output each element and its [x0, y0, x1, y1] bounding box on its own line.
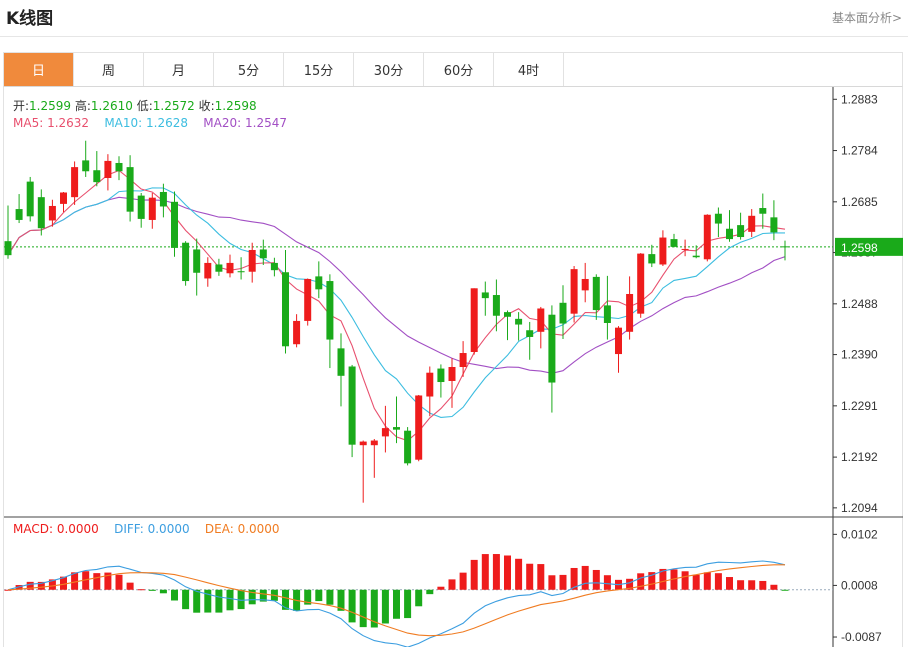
ohlc-readout: 开:1.2599 高:1.2610 低:1.2572 收:1.2598	[13, 97, 257, 114]
high-label: 高:	[74, 99, 91, 113]
chart-frame	[3, 87, 903, 647]
dea-label: DEA:	[204, 522, 238, 536]
tab-6[interactable]: 60分	[424, 53, 494, 86]
tab-3[interactable]: 5分	[214, 53, 284, 86]
macd-label: MACD:	[13, 522, 57, 536]
ma5-value: 1.2632	[47, 116, 90, 130]
period-tabs: 日周月 5分 15分 30分 60分 4时	[3, 52, 903, 87]
tab-5[interactable]: 30分	[354, 53, 424, 86]
close-label: 收:	[198, 99, 215, 113]
macd-value: 0.0000	[56, 522, 99, 536]
tab-0[interactable]: 日	[4, 53, 74, 86]
ma20-value: 1.2547	[245, 116, 287, 130]
ma10-label: MA10:	[104, 116, 147, 130]
tab-7[interactable]: 4时	[494, 53, 564, 86]
dea-value: 0.0000	[237, 522, 280, 536]
diff-label: DIFF:	[114, 522, 148, 536]
ma-readout: MA5: 1.2632 MA10: 1.2628 MA20: 1.2547	[13, 116, 287, 130]
tab-4[interactable]: 15分	[284, 53, 354, 86]
tab-2[interactable]: 月	[144, 53, 214, 86]
open-label: 开:	[13, 99, 30, 113]
ma10-value: 1.2628	[146, 116, 189, 130]
diff-value: 0.0000	[147, 522, 190, 536]
ma20-label: MA20:	[203, 116, 245, 130]
fundamental-analysis-link[interactable]: 基本面分析>	[831, 11, 902, 25]
close-value: 1.2598	[214, 99, 257, 113]
high-value: 1.2610	[90, 99, 133, 113]
macd-readout: MACD: 0.0000 DIFF: 0.0000 DEA: 0.0000	[13, 522, 280, 536]
header-divider	[0, 36, 908, 37]
tab-1[interactable]: 周	[74, 53, 144, 86]
low-label: 低:	[136, 99, 153, 113]
page-title: K线图	[6, 9, 54, 29]
low-value: 1.2572	[152, 99, 195, 113]
open-value: 1.2599	[29, 99, 72, 113]
ma5-label: MA5:	[13, 116, 48, 130]
